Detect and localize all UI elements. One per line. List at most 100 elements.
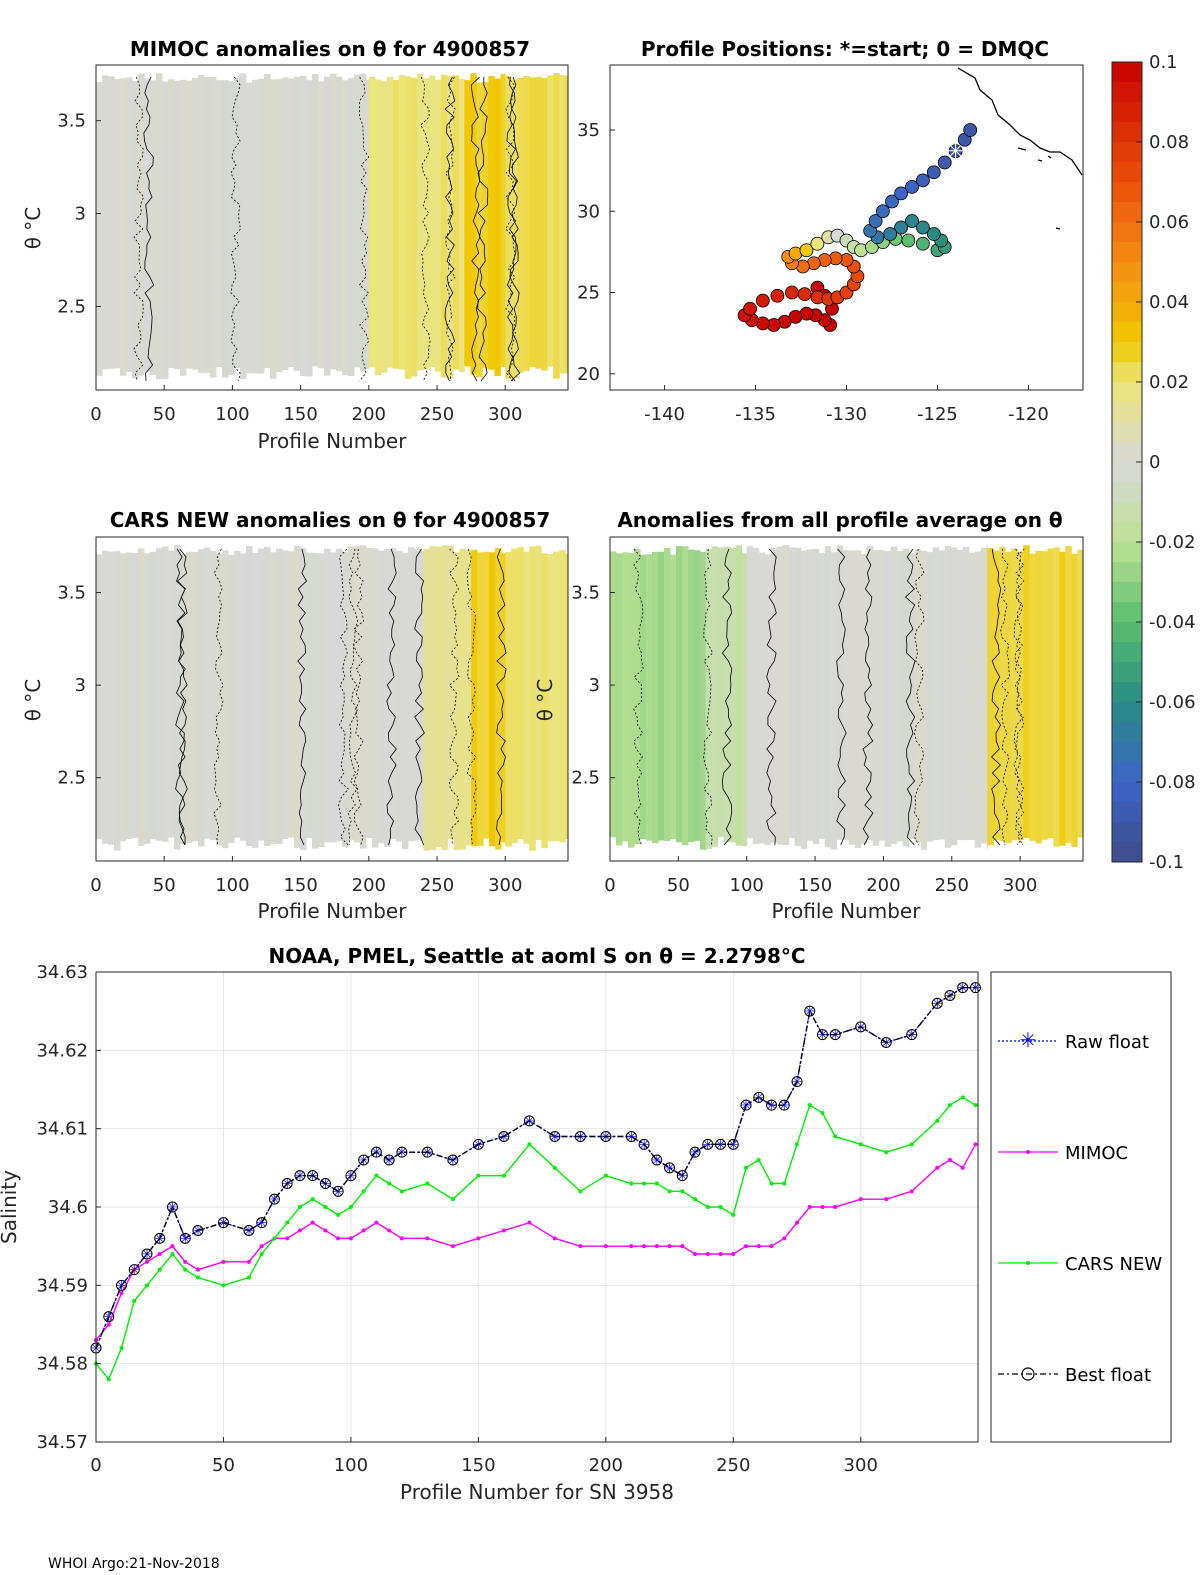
raw-float-marker: ✳ <box>294 1169 306 1185</box>
heatmap-cell <box>204 547 211 839</box>
contour-line <box>347 548 359 846</box>
contour-line <box>353 548 365 846</box>
heatmap-cell <box>999 547 1006 842</box>
colorbar-step <box>1112 182 1142 203</box>
y-tick-label: 30 <box>577 201 600 222</box>
heatmap-cell <box>404 76 412 379</box>
series-point <box>374 1220 379 1225</box>
best-float-marker <box>766 1099 778 1111</box>
colorbar-tick-label: -0.04 <box>1149 612 1196 633</box>
heatmap-cell <box>312 552 319 849</box>
heatmap-cell <box>288 551 295 838</box>
positions-axes-box <box>609 64 1084 391</box>
series-point <box>642 1244 647 1249</box>
heatmap-cell <box>1071 553 1078 847</box>
y-tick-label: 34.59 <box>36 1275 88 1296</box>
heatmap-cell <box>1065 545 1072 843</box>
best-float-marker <box>969 982 981 994</box>
series-point <box>259 1252 264 1256</box>
heatmap-cell <box>705 549 713 849</box>
series-point <box>833 1134 838 1139</box>
contour-line <box>297 548 308 846</box>
heatmap-cell <box>682 546 689 846</box>
cars-yticks: 2.5 3 3.5 <box>57 583 101 789</box>
coastline <box>957 67 1083 176</box>
colorbar-tick-label: -0.08 <box>1149 772 1196 793</box>
heatmap-cell <box>306 80 313 377</box>
heatmap-cell <box>500 73 506 367</box>
series-point <box>476 1236 481 1241</box>
colorbar-step <box>1112 662 1142 683</box>
series-point <box>119 1291 124 1296</box>
heatmap-cell <box>986 545 988 850</box>
cars-panel: CARS NEW anomalies on θ for 4900857 0 50 1… <box>21 508 569 923</box>
best-float-marker <box>179 1232 191 1244</box>
heatmap-cell <box>676 546 683 843</box>
avg-panel: Anomalies from all profile average on θ … <box>533 508 1084 923</box>
series-point <box>820 1205 825 1209</box>
heatmap-cell <box>523 75 530 372</box>
raw-float-marker: ✳ <box>715 1137 727 1153</box>
series-point <box>374 1173 379 1178</box>
heatmap-cell <box>559 75 566 374</box>
footer-stamp: WHOI Argo:21-Nov-2018 <box>48 1556 220 1572</box>
raw-float-marker: ✳ <box>243 1224 255 1240</box>
heatmap-cell <box>465 550 472 846</box>
positions-panel: Profile Positions: *=start; 0 = DMQC ✳ -… <box>577 37 1084 425</box>
cars-heatmap <box>96 545 569 851</box>
heatmap-cell <box>974 551 982 848</box>
series-point <box>654 1181 659 1186</box>
series-point <box>348 1205 353 1209</box>
y-tick-label: 20 <box>577 364 600 385</box>
heatmap-cell <box>330 552 337 843</box>
heatmap-cell <box>1059 551 1066 846</box>
raw-float-marker: ✳ <box>970 981 982 997</box>
series-point <box>552 1236 557 1241</box>
heatmap-cell <box>752 547 760 844</box>
heatmap-cell <box>342 552 349 848</box>
legend-mimoc-marker <box>1026 1150 1030 1154</box>
y-tick-label: 34.58 <box>36 1354 88 1375</box>
heatmap-cell <box>902 548 910 847</box>
heatmap-cell <box>640 554 647 840</box>
avg-title: Anomalies from all profile average on θ <box>617 508 1062 532</box>
series-line <box>95 987 976 1349</box>
positions-xticks: -140 -135 -130 -125 -120 <box>644 385 1049 425</box>
colorbar-step <box>1112 722 1142 743</box>
best-float-marker <box>855 1021 867 1033</box>
series-point <box>361 1228 366 1233</box>
heatmap-cell <box>102 550 109 844</box>
x-tick-label: 200 <box>866 875 900 896</box>
best-float-marker <box>115 1279 127 1291</box>
heatmap-cell <box>553 73 560 379</box>
heatmap-cell <box>246 546 253 847</box>
heatmap-cell <box>380 81 388 373</box>
series-point <box>795 1220 800 1225</box>
heatmap-cell <box>505 552 512 847</box>
heatmap-cell <box>711 546 719 847</box>
heatmap-cell <box>735 545 743 846</box>
heatmap-cell <box>634 548 641 845</box>
heatmap-cell <box>132 81 139 379</box>
mimoc-heatmap <box>96 73 569 382</box>
best-float-marker <box>880 1037 892 1048</box>
colorbar-step <box>1112 202 1142 223</box>
profile-position-marker <box>916 220 930 235</box>
heatmap-cell <box>240 553 247 841</box>
series-point <box>947 1158 952 1162</box>
best-float-marker <box>829 1029 841 1041</box>
heatmap-cell <box>938 550 946 840</box>
series-point <box>884 1197 889 1202</box>
heatmap-cell <box>477 552 484 846</box>
heatmap-cell <box>222 550 229 849</box>
raw-float-marker: ✳ <box>473 1137 485 1153</box>
series-point <box>552 1165 557 1170</box>
heatmap-cell <box>616 553 623 846</box>
heatmap-cell <box>354 74 361 368</box>
x-tick-label: 100 <box>334 1455 368 1476</box>
heatmap-cell <box>452 75 460 370</box>
raw-float-marker: ✳ <box>689 1145 701 1161</box>
heatmap-cell <box>741 553 748 847</box>
heatmap-cell <box>378 550 385 844</box>
x-tick-label: 300 <box>488 404 522 425</box>
